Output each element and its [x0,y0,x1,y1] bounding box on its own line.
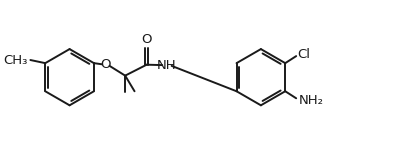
Text: O: O [142,32,152,46]
Text: NH: NH [157,59,177,72]
Text: O: O [100,58,111,71]
Text: CH₃: CH₃ [4,54,28,67]
Text: NH₂: NH₂ [299,94,324,107]
Text: Cl: Cl [298,48,311,61]
